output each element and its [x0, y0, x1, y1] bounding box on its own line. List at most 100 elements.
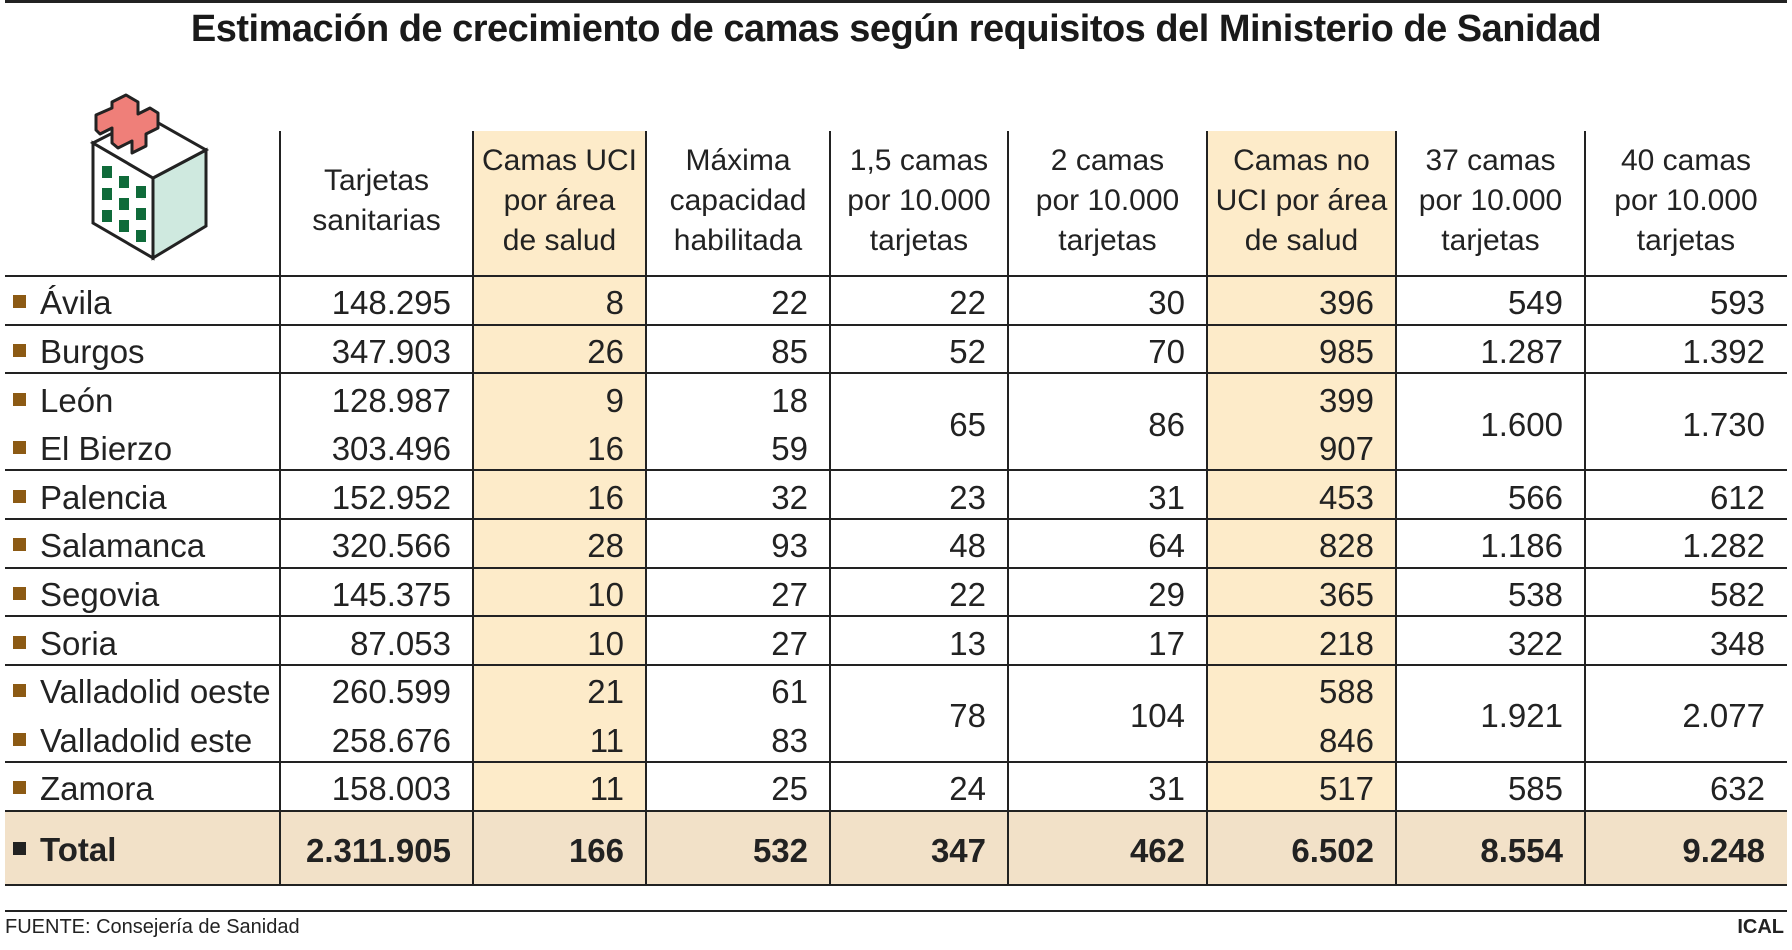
row-rule — [5, 469, 1787, 472]
table-cell: 396 — [1318, 284, 1374, 322]
row-label: Palencia — [13, 478, 167, 518]
column-divider — [1206, 131, 1208, 886]
table-cell: 9 — [605, 381, 624, 419]
table-cell: 8 — [605, 284, 624, 322]
bullet-square-icon — [13, 343, 26, 357]
row-label: El Bierzo — [13, 429, 172, 469]
table-cell: 1.282 — [1682, 527, 1765, 565]
table-cell: 538 — [1507, 575, 1563, 613]
hospital-building-icon — [89, 93, 210, 261]
row-rule — [5, 761, 1787, 763]
row-label-text: Valladolid este — [40, 721, 253, 759]
row-label-text: Palencia — [40, 478, 167, 516]
total-rule — [5, 809, 1787, 812]
total-cell: 166 — [568, 832, 624, 870]
table-cell: 593 — [1709, 284, 1765, 322]
bullet-square-icon — [13, 538, 26, 552]
bullet-square-icon — [13, 295, 26, 309]
credit-label: ICAL — [1737, 916, 1784, 938]
bullet-square-icon — [13, 635, 26, 649]
table-cell: 22 — [949, 575, 986, 613]
total-label: Total — [13, 830, 116, 870]
row-rule — [5, 663, 1787, 666]
row-label-text: León — [40, 381, 114, 419]
table-cell: 16 — [587, 478, 624, 516]
row-rule — [5, 323, 1787, 326]
table-cell: 83 — [771, 721, 808, 759]
row-label-text: Segovia — [40, 575, 160, 613]
table-cell: 322 — [1507, 624, 1563, 662]
row-rule — [5, 615, 1787, 618]
table-cell: 30 — [1148, 284, 1185, 322]
table-cell: 218 — [1318, 624, 1374, 662]
row-label: Soria — [13, 624, 117, 664]
column-header: Tarjetas sanitarias — [312, 164, 441, 237]
column-divider — [1395, 131, 1397, 886]
total-cell: 462 — [1129, 832, 1185, 870]
total-label-text: Total — [40, 831, 117, 869]
table-cell: 22 — [771, 284, 808, 322]
row-label-text: Ávila — [40, 284, 112, 322]
total-cell: 532 — [752, 832, 808, 870]
row-label: Valladolid este — [13, 721, 252, 761]
column-header: 37 camas por 10.000 tarjetas — [1418, 144, 1563, 257]
table-cell: 22 — [949, 284, 986, 322]
row-rule — [5, 518, 1787, 520]
column-divider — [645, 131, 647, 886]
table-cell: 347.903 — [331, 332, 451, 370]
merged-cell: 1.921 — [1480, 697, 1563, 735]
table-cell: 320.566 — [331, 527, 451, 565]
merged-cell: 86 — [1148, 405, 1185, 443]
row-label: Ávila — [13, 283, 112, 323]
row-label-text: Soria — [40, 624, 118, 662]
column-divider — [829, 131, 831, 886]
row-label: León — [13, 381, 113, 421]
table-cell: 28 — [587, 527, 624, 565]
table-cell: 27 — [771, 624, 808, 662]
bullet-square-icon — [13, 392, 26, 406]
table-cell: 1.186 — [1480, 527, 1563, 565]
bullet-square-icon — [13, 842, 26, 856]
column-header: 2 camas por 10.000 tarjetas — [1035, 144, 1180, 257]
table-cell: 632 — [1709, 770, 1765, 808]
merged-cell: 78 — [949, 697, 986, 735]
table-cell: 846 — [1318, 721, 1374, 759]
table-cell: 260.599 — [331, 673, 451, 711]
table-cell: 549 — [1507, 284, 1563, 322]
table-cell: 588 — [1318, 673, 1374, 711]
merged-cell: 1.600 — [1480, 405, 1563, 443]
table-cell: 27 — [771, 575, 808, 613]
row-label: Zamora — [13, 769, 154, 809]
total-cell: 347 — [930, 832, 986, 870]
table-cell: 11 — [589, 770, 624, 808]
table-cell: 585 — [1507, 770, 1563, 808]
bullet-square-icon — [13, 489, 26, 503]
table-bottom-rule — [5, 884, 1787, 886]
table-cell: 16 — [587, 430, 624, 468]
table-cell: 453 — [1318, 478, 1374, 516]
table-cell: 348 — [1709, 624, 1765, 662]
table-cell: 907 — [1318, 430, 1374, 468]
source-note: FUENTE: Consejería de Sanidad — [5, 916, 300, 938]
table-cell: 32 — [771, 478, 808, 516]
top-rule — [5, 0, 1787, 3]
header-rule — [5, 275, 1787, 277]
column-divider — [1584, 131, 1586, 886]
row-label-text: El Bierzo — [40, 430, 173, 468]
bullet-square-icon — [13, 586, 26, 600]
table-cell: 1.287 — [1480, 332, 1563, 370]
table-cell: 128.987 — [331, 381, 451, 419]
table-cell: 517 — [1318, 770, 1374, 808]
merged-cell: 65 — [949, 405, 986, 443]
table-cell: 31 — [1148, 770, 1185, 808]
table-cell: 399 — [1318, 381, 1374, 419]
table-cell: 985 — [1318, 332, 1374, 370]
table-cell: 21 — [587, 673, 624, 711]
bullet-square-icon — [13, 732, 26, 746]
table-cell: 23 — [949, 478, 986, 516]
table-cell: 828 — [1318, 527, 1374, 565]
footer-rule — [5, 910, 1787, 912]
row-label: Valladolid oeste — [13, 672, 271, 712]
column-header: 1,5 camas por 10.000 tarjetas — [847, 144, 991, 257]
row-rule — [5, 566, 1787, 569]
